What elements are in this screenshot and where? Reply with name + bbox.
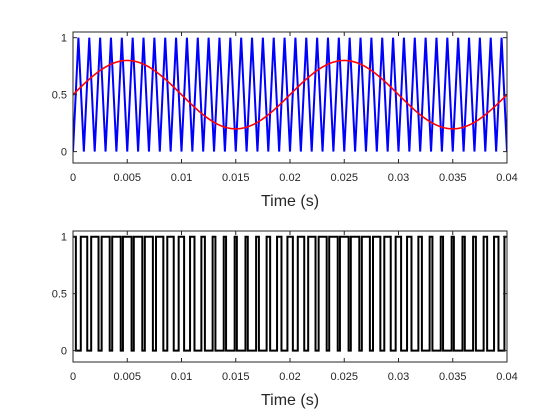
x-tick-label: 0	[70, 371, 76, 383]
y-tick-label: 1	[61, 232, 67, 244]
carrier-reference-axes: 0 0.005 0.01 0.015 0.02 0.025 0.03 0.035 0.04 0 0.…	[52, 31, 518, 210]
x-tick-label: 0.01	[171, 371, 192, 383]
x-tick-label: 0	[70, 172, 76, 184]
y-tick-label: 1	[61, 33, 67, 45]
pwm-output-axes: 0 0.005 0.01 0.015 0.02 0.025 0.03 0.035 0.04 0 0.…	[52, 230, 518, 409]
x-tick-label: 0.015	[222, 371, 250, 383]
x-tick-label: 0.035	[439, 371, 467, 383]
x-tick-label: 0.025	[330, 172, 358, 184]
y-tick-label: 0	[61, 346, 67, 358]
x-tick-label: 0.015	[222, 172, 250, 184]
x-tick-label: 0.035	[439, 172, 467, 184]
x-axis-title: Time (s)	[261, 193, 319, 210]
x-tick-label: 0.03	[388, 172, 409, 184]
x-tick-label: 0.04	[496, 371, 517, 383]
x-tick-label: 0.02	[279, 371, 300, 383]
pwm-output-line	[73, 235, 507, 352]
x-tick-label: 0.005	[113, 172, 141, 184]
x-tick-label: 0.01	[171, 172, 192, 184]
axes-frame	[72, 230, 508, 363]
x-axis-title: Time (s)	[261, 392, 319, 409]
carrier-triangle-line	[73, 37, 507, 152]
y-tick-label: 0	[61, 147, 67, 159]
y-tick-label: 0.5	[52, 289, 67, 301]
x-tick-label: 0.005	[113, 371, 141, 383]
x-tick-label: 0.04	[496, 172, 517, 184]
x-tick-label: 0.025	[330, 371, 358, 383]
x-tick-label: 0.02	[279, 172, 300, 184]
y-tick-label: 0.5	[52, 90, 67, 102]
reference-sine-line	[73, 59, 507, 130]
x-tick-label: 0.03	[388, 371, 409, 383]
